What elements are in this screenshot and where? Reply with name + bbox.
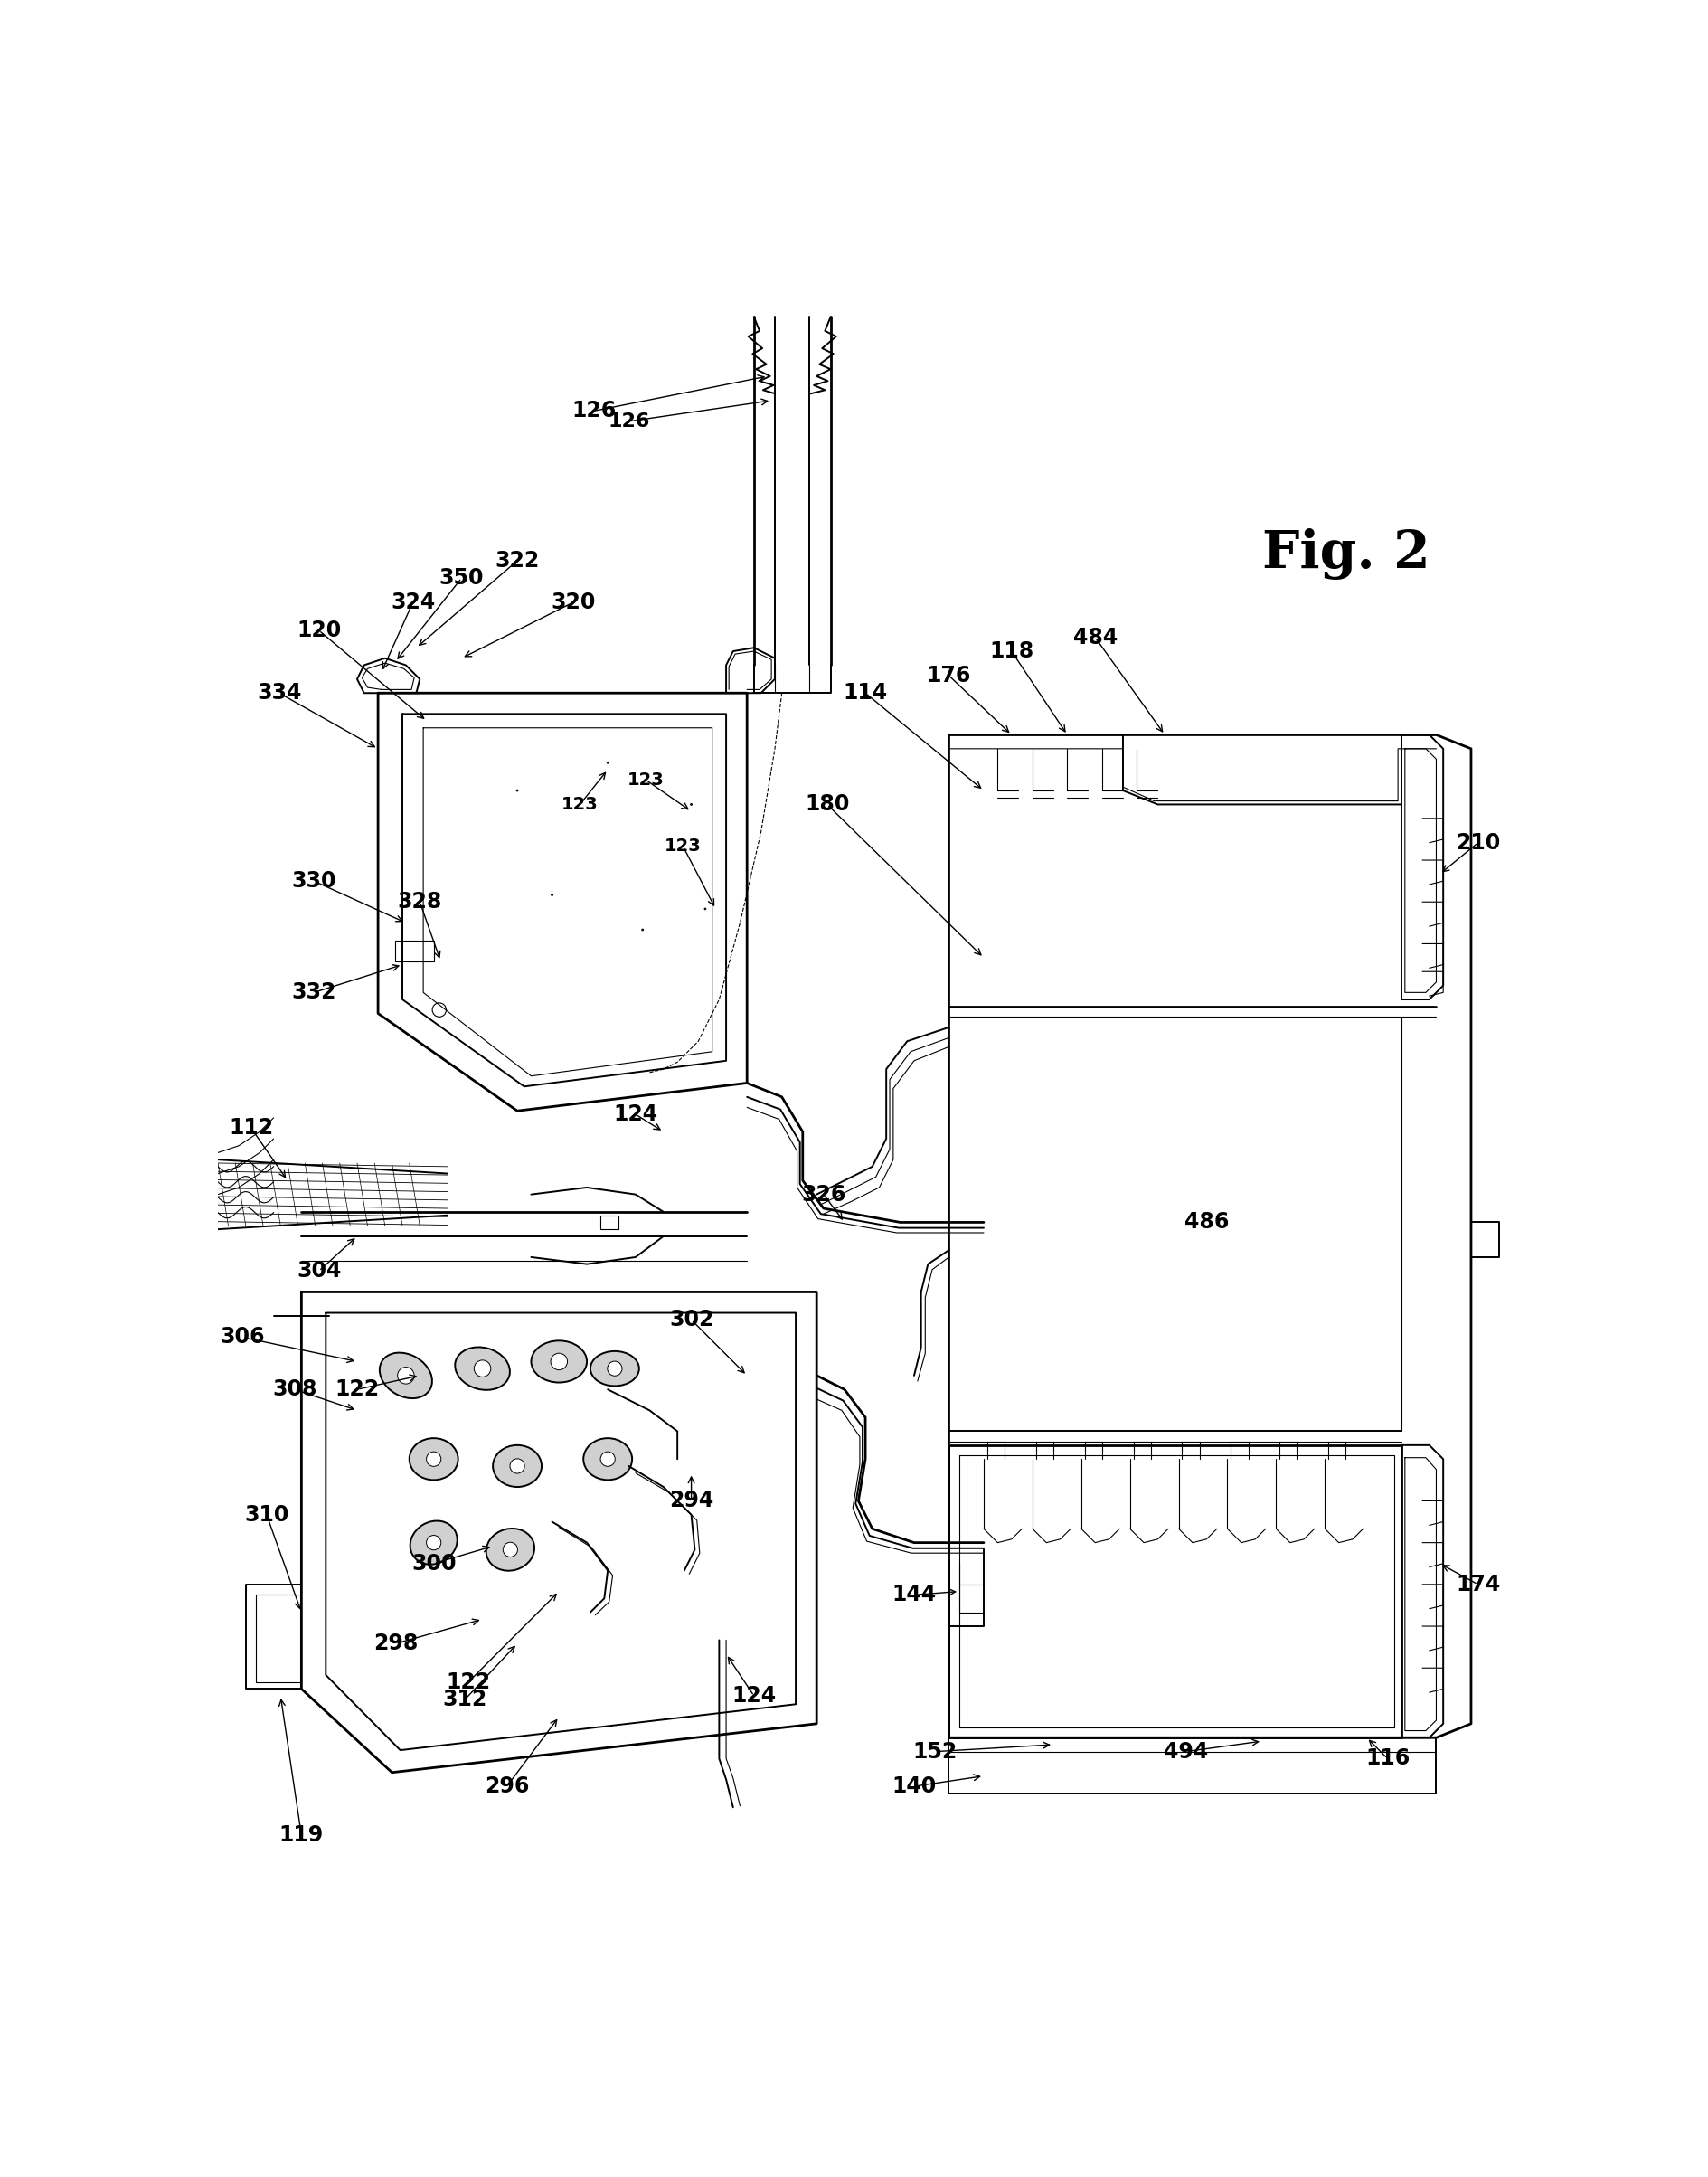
Circle shape bbox=[600, 1452, 615, 1467]
Text: 484: 484 bbox=[1073, 627, 1117, 649]
Ellipse shape bbox=[589, 1352, 639, 1387]
Text: 174: 174 bbox=[1455, 1574, 1500, 1596]
Text: 350: 350 bbox=[439, 568, 483, 590]
Text: 306: 306 bbox=[220, 1326, 265, 1348]
Circle shape bbox=[398, 1367, 413, 1385]
Text: Fig. 2: Fig. 2 bbox=[1262, 529, 1430, 579]
Text: 176: 176 bbox=[926, 664, 970, 686]
Text: 324: 324 bbox=[391, 592, 436, 614]
Text: 310: 310 bbox=[244, 1504, 289, 1526]
Ellipse shape bbox=[485, 1528, 535, 1572]
Text: 123: 123 bbox=[664, 838, 700, 856]
Ellipse shape bbox=[492, 1446, 541, 1487]
Text: 486: 486 bbox=[1184, 1210, 1228, 1232]
Text: 300: 300 bbox=[412, 1552, 456, 1574]
Text: 330: 330 bbox=[292, 871, 336, 893]
Text: 119: 119 bbox=[278, 1824, 323, 1846]
Circle shape bbox=[427, 1535, 441, 1550]
Text: 298: 298 bbox=[372, 1633, 417, 1655]
Text: 144: 144 bbox=[892, 1585, 936, 1607]
Text: 312: 312 bbox=[442, 1689, 487, 1711]
Text: 114: 114 bbox=[842, 681, 886, 703]
Bar bbox=[601, 1215, 618, 1230]
Text: 180: 180 bbox=[804, 795, 849, 816]
Text: 294: 294 bbox=[670, 1489, 714, 1511]
Text: 124: 124 bbox=[613, 1104, 658, 1126]
Text: 123: 123 bbox=[627, 771, 664, 788]
Text: 124: 124 bbox=[731, 1685, 775, 1707]
Text: 152: 152 bbox=[912, 1742, 956, 1763]
Circle shape bbox=[473, 1361, 490, 1376]
Text: 123: 123 bbox=[562, 797, 598, 812]
Text: 296: 296 bbox=[485, 1776, 529, 1798]
Text: 116: 116 bbox=[1365, 1748, 1409, 1770]
Bar bbox=[395, 940, 434, 960]
Text: 210: 210 bbox=[1455, 832, 1500, 853]
Ellipse shape bbox=[410, 1439, 458, 1480]
Ellipse shape bbox=[379, 1352, 432, 1398]
Text: 112: 112 bbox=[229, 1117, 273, 1139]
Text: 122: 122 bbox=[446, 1672, 490, 1694]
Ellipse shape bbox=[410, 1522, 458, 1565]
Text: 304: 304 bbox=[297, 1260, 342, 1282]
Text: 322: 322 bbox=[495, 551, 540, 573]
Ellipse shape bbox=[454, 1348, 509, 1389]
Circle shape bbox=[502, 1541, 518, 1557]
Text: 332: 332 bbox=[292, 982, 336, 1004]
Text: 328: 328 bbox=[398, 890, 442, 912]
Text: 118: 118 bbox=[989, 640, 1033, 662]
Text: 302: 302 bbox=[668, 1308, 714, 1330]
Text: 140: 140 bbox=[892, 1776, 936, 1798]
Circle shape bbox=[509, 1459, 524, 1474]
Ellipse shape bbox=[531, 1341, 586, 1382]
Circle shape bbox=[427, 1452, 441, 1467]
Ellipse shape bbox=[582, 1439, 632, 1480]
Text: 126: 126 bbox=[570, 401, 617, 422]
Text: 494: 494 bbox=[1163, 1742, 1208, 1763]
Circle shape bbox=[550, 1354, 567, 1369]
Text: 320: 320 bbox=[550, 592, 594, 614]
Text: 326: 326 bbox=[801, 1184, 845, 1206]
Text: 120: 120 bbox=[297, 620, 342, 642]
Text: 122: 122 bbox=[335, 1378, 379, 1400]
Circle shape bbox=[606, 1361, 622, 1376]
Text: 126: 126 bbox=[608, 411, 649, 431]
Text: 334: 334 bbox=[256, 681, 301, 703]
Text: 308: 308 bbox=[272, 1378, 316, 1400]
